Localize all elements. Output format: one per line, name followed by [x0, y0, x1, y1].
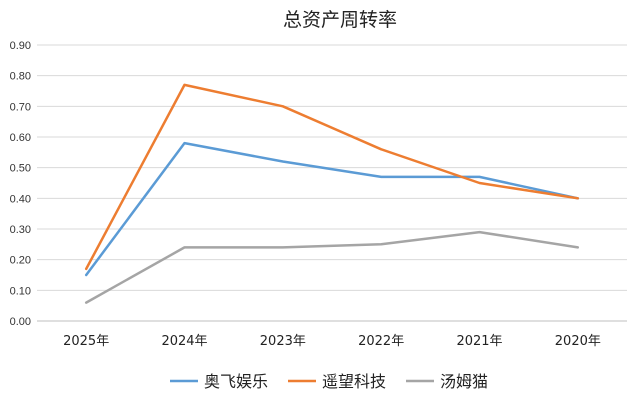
series-lines — [84, 83, 580, 304]
legend-label: 遥望科技 — [322, 372, 386, 391]
y-tick-label: 0.20 — [10, 255, 31, 267]
y-tick-label: 0.90 — [10, 40, 31, 52]
y-tick-label: 0.70 — [10, 101, 31, 113]
x-tick-label: 2025年 — [63, 334, 109, 349]
y-tick-label: 0.50 — [10, 163, 31, 175]
y-tick-label: 0.40 — [10, 193, 31, 205]
gridlines — [37, 44, 627, 322]
y-tick-label: 0.60 — [10, 132, 31, 144]
series-line — [84, 230, 580, 304]
legend: 奥飞娱乐 遥望科技 汤姆猫 — [170, 372, 488, 391]
x-axis-ticks: 2025年 2024年 2023年 2022年 2021年 2020年 — [63, 334, 601, 349]
x-tick-label: 2022年 — [358, 334, 404, 349]
y-tick-label: 0.80 — [10, 71, 31, 83]
y-tick-label: 0.00 — [10, 316, 31, 328]
x-tick-label: 2024年 — [161, 334, 207, 349]
x-tick-label: 2020年 — [555, 334, 601, 349]
y-tick-label: 0.10 — [10, 285, 31, 297]
chart-title: 总资产周转率 — [283, 9, 397, 31]
series-line — [84, 83, 580, 271]
x-tick-label: 2021年 — [456, 334, 502, 349]
legend-label: 奥飞娱乐 — [204, 372, 268, 391]
legend-label: 汤姆猫 — [440, 372, 488, 391]
y-tick-label: 0.30 — [10, 224, 31, 236]
x-tick-label: 2023年 — [260, 334, 306, 349]
series-line — [84, 141, 580, 277]
y-axis-ticks: 0.00 0.10 0.20 0.30 0.40 0.50 0.60 0.70 0.80 0.90 — [10, 40, 31, 328]
